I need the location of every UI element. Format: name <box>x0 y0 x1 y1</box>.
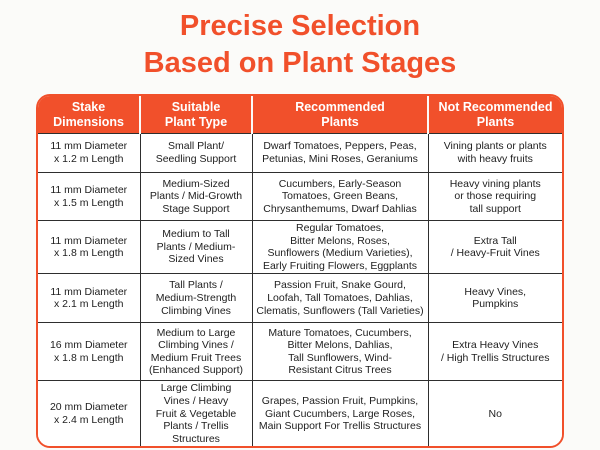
cell-not-recommended-plants: No <box>427 380 562 447</box>
cell-suitable-plant-type: Medium to Large Climbing Vines / Medium … <box>139 322 253 382</box>
page-title-line2: Based on Plant Stages <box>143 47 457 79</box>
cell-stake-dimensions: 11 mm Diameter x 1.5 m Length <box>38 172 141 221</box>
cell-suitable-plant-type: Medium-Sized Plants / Mid-Growth Stage S… <box>139 172 253 221</box>
cell-stake-dimensions: 16 mm Diameter x 1.8 m Length <box>38 322 141 382</box>
cell-stake-dimensions: 11 mm Diameter x 2.1 m Length <box>38 273 141 324</box>
cell-stake-dimensions: 11 mm Diameter x 1.8 m Length <box>38 219 141 275</box>
column-header-stake-dimensions: Stake Dimensions <box>38 96 140 134</box>
cell-suitable-plant-type: Tall Plants / Medium-Strength Climbing V… <box>139 273 253 324</box>
cell-suitable-plant-type: Medium to Tall Plants / Medium- Sized Vi… <box>139 219 253 275</box>
table-row: 11 mm Diameter x 1.5 m Length Medium-Siz… <box>38 172 562 221</box>
cell-recommended-plants: Regular Tomatoes, Bitter Melons, Roses, … <box>251 219 429 275</box>
cell-suitable-plant-type: Small Plant/ Seedling Support <box>139 133 253 173</box>
table-row: 16 mm Diameter x 1.8 m Length Medium to … <box>38 322 562 382</box>
cell-not-recommended-plants: Extra Tall / Heavy-Fruit Vines <box>427 219 562 275</box>
table-row: 20 mm Diameter x 2.4 m Length Large Clim… <box>38 380 562 447</box>
stake-selection-table-frame: Stake Dimensions Suitable Plant Type Rec… <box>36 94 564 449</box>
page-title-line1: Precise Selection <box>179 10 421 42</box>
cell-stake-dimensions: 11 mm Diameter x 1.2 m Length <box>38 133 141 173</box>
cell-recommended-plants: Dwarf Tomatoes, Peppers, Peas, Petunias,… <box>251 133 429 173</box>
column-header-recommended-plants: Recommended Plants <box>251 96 428 134</box>
column-header-suitable-plant-type: Suitable Plant Type <box>139 96 252 134</box>
column-header-not-recommended-plants: Not Recommended Plants <box>427 96 562 134</box>
cell-not-recommended-plants: Heavy vining plants or those requiring t… <box>427 172 562 221</box>
table-row: 11 mm Diameter x 1.2 m Length Small Plan… <box>38 133 562 173</box>
cell-stake-dimensions: 20 mm Diameter x 2.4 m Length <box>38 380 141 447</box>
cell-not-recommended-plants: Extra Heavy Vines / High Trellis Structu… <box>427 322 562 382</box>
cell-recommended-plants: Grapes, Passion Fruit, Pumpkins, Giant C… <box>251 380 429 447</box>
cell-recommended-plants: Mature Tomatoes, Cucumbers, Bitter Melon… <box>251 322 429 382</box>
page-title: Precise Selection Based on Plant Stages <box>0 0 600 82</box>
cell-suitable-plant-type: Large Climbing Vines / Heavy Fruit & Veg… <box>139 380 253 447</box>
cell-recommended-plants: Cucumbers, Early-Season Tomatoes, Green … <box>251 172 429 221</box>
table-row: 11 mm Diameter x 1.8 m Length Medium to … <box>38 219 562 275</box>
stake-selection-table: Stake Dimensions Suitable Plant Type Rec… <box>38 96 562 447</box>
cell-recommended-plants: Passion Fruit, Snake Gourd, Loofah, Tall… <box>251 273 429 324</box>
cell-not-recommended-plants: Heavy Vines, Pumpkins <box>427 273 562 324</box>
cell-not-recommended-plants: Vining plants or plants with heavy fruit… <box>427 133 562 173</box>
table-header-row: Stake Dimensions Suitable Plant Type Rec… <box>38 96 562 134</box>
table-row: 11 mm Diameter x 2.1 m Length Tall Plant… <box>38 273 562 324</box>
